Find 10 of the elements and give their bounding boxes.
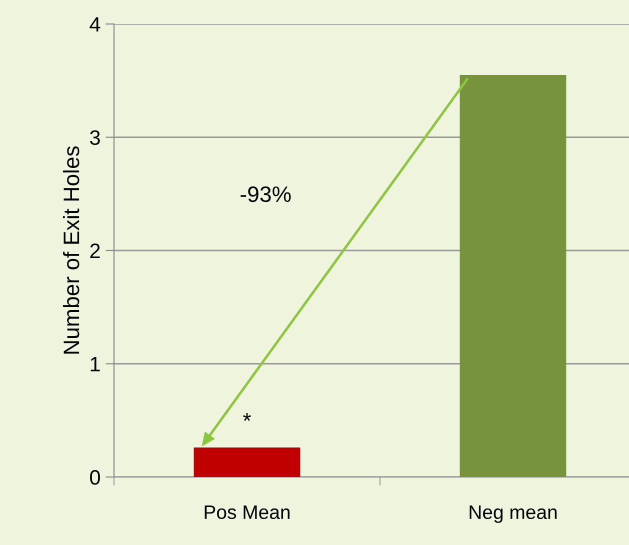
annotation: *	[243, 413, 251, 421]
x-tick-label: Neg mean	[470, 505, 557, 523]
y-tick-label: 4	[90, 17, 100, 32]
y-tick-label: 0	[90, 470, 100, 485]
y-axis-title: Number of Exit Holes	[62, 146, 80, 354]
annotation: -93%	[240, 186, 291, 202]
x-tick-label: Pos Mean	[204, 505, 290, 520]
y-tick-label: 1	[90, 356, 100, 372]
y-tick-label: 2	[90, 244, 100, 258]
y-tick-label: 3	[90, 130, 100, 146]
